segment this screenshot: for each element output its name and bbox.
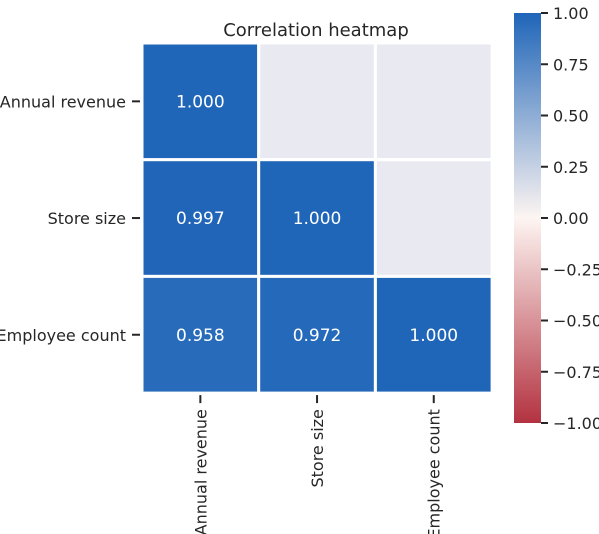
cell-value-label: 0.997 (176, 209, 225, 229)
cell-value-label: 1.000 (293, 209, 342, 229)
colorbar-tick-label: 0.00 (553, 209, 589, 228)
heatmap-cell (373, 41, 494, 162)
heatmap-cell (140, 41, 261, 162)
colorbar-tick-label: 0.75 (553, 55, 589, 74)
row-label: Annual revenue (0, 92, 126, 111)
colorbar-tick-label: 0.50 (553, 107, 589, 126)
row-label: Employee count (0, 326, 126, 345)
colorbar: 1.00 0.75 0.50 0.25 0.00 −0.25 −0.50 −0.75 −1.00 (514, 4, 599, 433)
cell-value-label: 1.000 (409, 326, 458, 346)
heatmap-cell (373, 158, 494, 278)
col-label: Store size (308, 409, 327, 487)
heatmap-cell (257, 41, 377, 162)
heatmap-cell (257, 274, 377, 395)
colorbar-tick-label: −0.25 (553, 260, 599, 279)
cell-value-label: 0.958 (176, 326, 225, 346)
colorbar-gradient (514, 13, 541, 423)
cell-value-label: 1.000 (176, 92, 225, 112)
colorbar-tick-label: 1.00 (553, 4, 589, 23)
col-labels: Annual revenue Store size Employee count (191, 395, 444, 534)
colorbar-tick-label: 0.25 (553, 158, 589, 177)
colorbar-tick-label: −0.50 (553, 312, 599, 331)
row-labels: Annual revenue Store size Employee count (0, 92, 140, 345)
colorbar-tick-label: −1.00 (553, 414, 599, 433)
row-label: Store size (48, 209, 126, 228)
col-label: Employee count (425, 409, 444, 534)
col-label: Annual revenue (191, 409, 210, 534)
colorbar-tick-label: −0.75 (553, 363, 599, 382)
heatmap-cells: 1.000 0.997 1.000 0.958 0.972 1.000 (140, 41, 494, 395)
cell-value-label: 0.972 (293, 326, 342, 346)
heatmap-cell (373, 274, 494, 395)
heatmap-cell (140, 158, 261, 278)
chart-title: Correlation heatmap (223, 20, 409, 41)
